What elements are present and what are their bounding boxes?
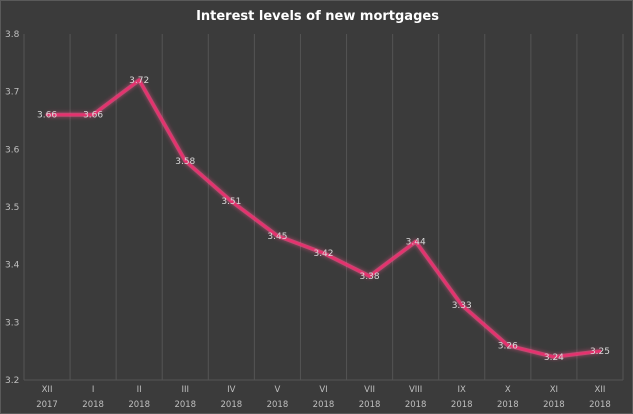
data-point (506, 343, 510, 347)
x-tick-month-label: VI (319, 385, 327, 395)
data-point (598, 349, 602, 353)
data-point (275, 234, 279, 238)
data-label: 3.51 (221, 197, 241, 207)
data-point (552, 355, 556, 359)
x-tick-year-label: 2018 (174, 400, 196, 410)
x-tick-year-label: 2017 (36, 400, 58, 410)
x-tick-month-label: X (505, 385, 511, 395)
x-tick-month-label: III (182, 385, 190, 395)
x-tick-year-label: 2018 (543, 400, 565, 410)
series-line-layer (45, 78, 602, 359)
x-tick-year-label: 2018 (497, 400, 519, 410)
y-axis-ticks: 3.2 3.3 3.4 3.5 3.6 3.7 3.8 (5, 30, 20, 386)
y-tick-label: 3.7 (5, 88, 19, 98)
data-point (91, 113, 95, 117)
x-tick-year-label: 2018 (313, 400, 335, 410)
x-tick-month-label: XII (595, 385, 606, 395)
x-tick-year-label: 2018 (82, 400, 104, 410)
data-label: 3.33 (452, 301, 472, 311)
y-tick-label: 3.2 (5, 376, 19, 386)
data-point (45, 113, 49, 117)
y-tick-label: 3.4 (5, 261, 20, 271)
data-label: 3.38 (360, 272, 380, 282)
data-label: 3.66 (83, 111, 103, 121)
data-label: 3.72 (129, 76, 149, 86)
x-tick-year-label: 2018 (128, 400, 150, 410)
series-line (47, 79, 601, 358)
x-tick-month-label: V (275, 385, 281, 395)
x-tick-month-label: VIII (409, 385, 422, 395)
x-tick-year-label: 2018 (267, 400, 289, 410)
data-point (229, 199, 233, 203)
data-label: 3.45 (267, 232, 287, 242)
gridlines (23, 34, 624, 381)
data-point (460, 303, 464, 307)
data-label: 3.26 (498, 341, 518, 351)
x-tick-year-label: 2018 (451, 400, 473, 410)
x-tick-year-label: 2018 (589, 400, 611, 410)
data-point (137, 78, 141, 82)
y-tick-label: 3.5 (5, 203, 19, 213)
x-tick-year-label: 2018 (221, 400, 243, 410)
x-tick-month-label: XII (42, 385, 53, 395)
data-label: 3.66 (37, 111, 57, 121)
data-point (368, 274, 372, 278)
x-tick-month-label: IV (227, 385, 236, 395)
x-tick-month-label: II (137, 385, 142, 395)
data-label: 3.24 (544, 353, 564, 363)
data-label: 3.25 (590, 347, 610, 357)
x-tick-month-label: VII (364, 385, 375, 395)
data-point (183, 159, 187, 163)
chart-title: Interest levels of new mortgages (196, 9, 439, 24)
x-axis-ticks: XII 2017 I 2018 II 2018 III 2018 IV 2018 V 2018 VI 20… (36, 385, 611, 410)
data-point (322, 251, 325, 255)
data-labels: 3.66 3.66 3.72 3.58 3.51 3.45 3.42 3.38 3.44 3.33… (37, 76, 610, 363)
data-label: 3.44 (406, 238, 426, 248)
y-tick-label: 3.3 (5, 318, 19, 328)
data-label: 3.42 (313, 249, 333, 259)
x-tick-year-label: 2018 (359, 400, 381, 410)
x-tick-month-label: IX (458, 385, 467, 395)
y-tick-label: 3.8 (5, 30, 20, 40)
y-tick-label: 3.6 (5, 145, 20, 155)
data-point (414, 240, 418, 244)
x-tick-year-label: 2018 (405, 400, 427, 410)
data-label: 3.58 (175, 157, 195, 167)
series-line-glow (47, 78, 601, 359)
x-tick-month-label: XI (550, 385, 558, 395)
x-tick-month-label: I (92, 385, 95, 395)
